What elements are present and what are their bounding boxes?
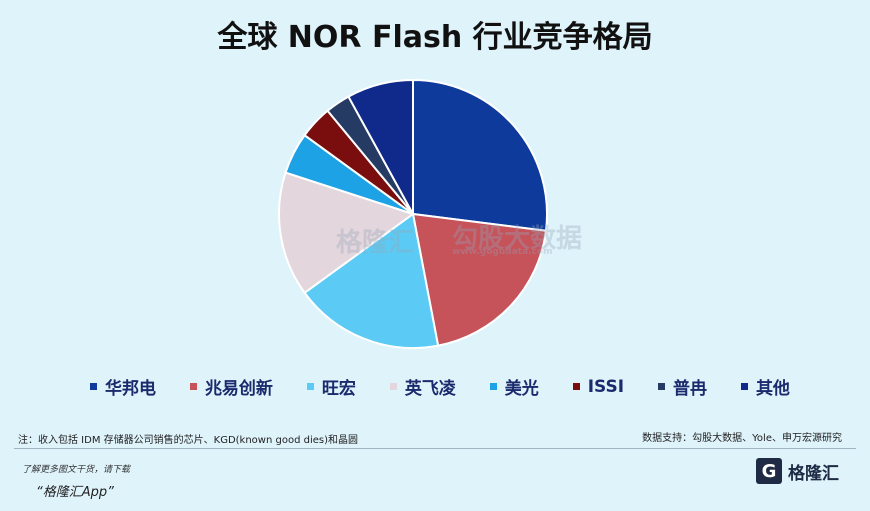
footnote: 注：收入包括 IDM 存储器公司销售的芯片、KGD(known good die… <box>18 435 358 446</box>
legend-swatch <box>740 383 748 390</box>
legend-swatch <box>90 383 97 390</box>
pie-slice-1 <box>411 212 548 347</box>
legend-item-7: 其他 <box>740 374 790 399</box>
pie-slice-3 <box>278 171 416 295</box>
legend-item-3: 英飞凌 <box>389 374 456 399</box>
pie-chart <box>278 78 548 349</box>
chart-title: 全球 NOR Flash 行业竞争格局 <box>217 20 653 55</box>
legend-swatch <box>389 383 397 390</box>
brand-logo: G 格隆汇 <box>756 458 839 484</box>
legend-label: 美光 <box>504 379 539 399</box>
legend-item-5: ISSI <box>572 376 625 397</box>
legend-swatch <box>489 383 497 390</box>
data-source: 数据支持：勾股大数据、Yole、申万宏源研究 <box>642 433 842 444</box>
watermark-right: 勾股大数据 <box>452 224 583 254</box>
legend-item-1: 兆易创新 <box>189 374 273 399</box>
legend-item-0: 华邦电 <box>90 374 156 399</box>
legend-label: 英飞凌 <box>404 379 456 399</box>
legend-item-6: 普冉 <box>658 374 707 399</box>
legend-item-4: 美光 <box>489 374 539 399</box>
legend-label: 旺宏 <box>321 379 356 399</box>
legend-swatch <box>306 383 314 390</box>
logo-text: 格隆汇 <box>788 463 839 484</box>
pie-slice-0 <box>412 78 548 232</box>
legend-label: 华邦电 <box>105 379 156 399</box>
watermark-left: 格隆汇 <box>336 228 415 258</box>
legend-swatch <box>658 383 665 390</box>
watermark-url: www.gogudata.com <box>452 247 553 257</box>
chart-legend: 华邦电 兆易创新 旺宏 英飞凌 美光 ISSI 普冉 其他 <box>90 374 790 399</box>
legend-label: 普冉 <box>673 379 707 399</box>
logo-icon: G <box>756 458 782 484</box>
legend-swatch <box>572 383 580 390</box>
divider <box>14 448 856 449</box>
legend-item-2: 旺宏 <box>306 374 356 399</box>
promo-app-name: “格隆汇App” <box>36 485 114 500</box>
legend-label: 其他 <box>755 379 790 399</box>
pie-slice-2 <box>303 212 440 349</box>
pie-slice-7 <box>347 78 414 215</box>
legend-label: ISSI <box>587 376 625 397</box>
legend-swatch <box>189 383 197 390</box>
promo-text: 了解更多图文干货，请下载 <box>22 465 131 475</box>
legend-label: 兆易创新 <box>204 379 273 399</box>
